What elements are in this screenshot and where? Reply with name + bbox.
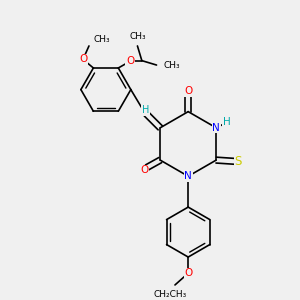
- Text: S: S: [235, 155, 242, 168]
- Text: O: O: [126, 56, 134, 66]
- Text: O: O: [184, 86, 192, 96]
- Text: O: O: [79, 54, 87, 64]
- Text: CH₂CH₃: CH₂CH₃: [154, 290, 187, 299]
- Text: CH₃: CH₃: [93, 34, 110, 43]
- Text: N: N: [212, 123, 220, 133]
- Text: O: O: [140, 165, 148, 176]
- Text: CH₃: CH₃: [164, 61, 181, 70]
- Text: H: H: [142, 105, 149, 115]
- Text: H: H: [223, 117, 230, 127]
- Text: CH₃: CH₃: [129, 32, 146, 41]
- Text: O: O: [184, 268, 192, 278]
- Text: N: N: [184, 171, 192, 181]
